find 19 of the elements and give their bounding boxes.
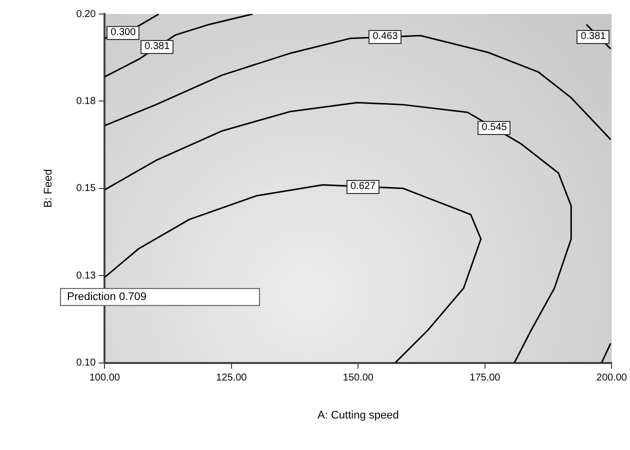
prediction-box: Prediction 0.709 xyxy=(60,288,260,306)
x-tick-label: 100.00 xyxy=(89,372,120,384)
x-tick-label: 125.00 xyxy=(216,372,248,384)
x-tick-label: 200.00 xyxy=(596,372,628,384)
x-tick-label: 150.00 xyxy=(342,372,374,384)
series-label: 0.381 xyxy=(576,30,610,44)
x-axis-title: A: Cutting speed xyxy=(318,409,399,422)
y-tick-label: 0.13 xyxy=(76,270,96,282)
series-label: 0.463 xyxy=(368,30,402,44)
y-tick-label: 0.15 xyxy=(76,183,96,194)
series-label: 0.300 xyxy=(106,26,140,40)
y-tick-label: 0.10 xyxy=(76,358,96,369)
y-tick-label: 0.18 xyxy=(76,96,96,107)
series-label: 0.627 xyxy=(346,180,380,194)
series-label: 0.381 xyxy=(140,40,174,54)
x-tick-label: 175.00 xyxy=(470,372,501,384)
y-axis-title: B: Feed xyxy=(42,169,55,208)
y-tick-label: 0.20 xyxy=(76,8,96,20)
series-label: 0.545 xyxy=(478,121,511,136)
